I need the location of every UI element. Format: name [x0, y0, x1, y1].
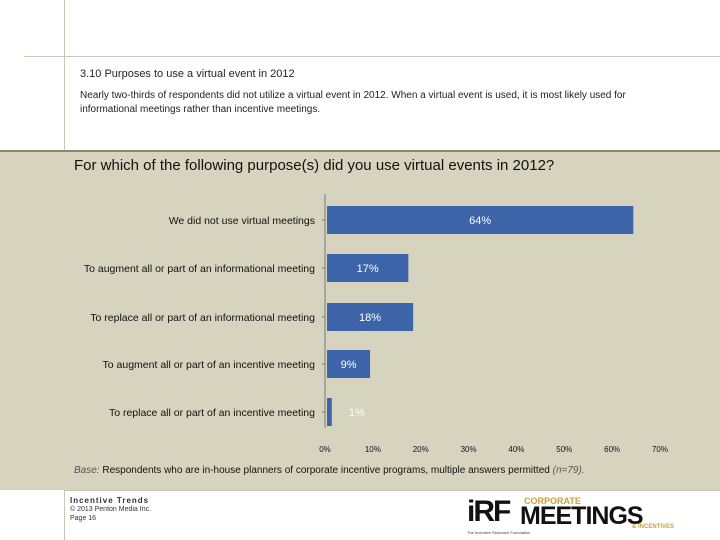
bar-1	[327, 206, 634, 234]
data-label-1: 64%	[469, 215, 491, 227]
category-label-3: To replace all or part of an information…	[90, 312, 315, 324]
bar-5	[327, 398, 332, 426]
x-tick-label-60: 60%	[604, 445, 620, 454]
section-title: 3.10 Purposes to use a virtual event in …	[80, 68, 295, 80]
x-tick-label-50: 50%	[556, 445, 572, 454]
question-title: For which of the following purpose(s) di…	[74, 157, 555, 174]
category-label-4: To augment all or part of an incentive m…	[103, 359, 316, 371]
chart-panel-rule	[0, 150, 720, 152]
footer-copyright: © 2013 Penton Media Inc.	[70, 506, 152, 513]
category-label-5: To replace all or part of an incentive m…	[109, 407, 315, 419]
data-label-3: 18%	[359, 312, 381, 324]
base-label: Base:	[74, 465, 100, 476]
data-label-2: 17%	[357, 263, 379, 275]
summary-text: Nearly two-thirds of respondents did not…	[80, 90, 626, 115]
x-tick-label-40: 40%	[508, 445, 524, 454]
x-tick-label-0: 0%	[319, 445, 331, 454]
x-tick-label-10: 10%	[365, 445, 381, 454]
base-sample-size: (n=79).	[552, 465, 585, 476]
bar-3	[327, 303, 414, 331]
meetings-logo: MEETINGS	[520, 502, 644, 530]
base-note: Base: Respondents who are in-house plann…	[74, 465, 585, 476]
irf-logo-subtitle: The Incentive Research Foundation	[467, 530, 531, 535]
footer: Incentive Trends © 2013 Penton Media Inc…	[70, 496, 151, 523]
bar-2	[327, 254, 409, 282]
footer-page: Page 16	[70, 515, 97, 522]
decorative-top-rule	[24, 56, 720, 57]
meetings-logo-subtitle: & INCENTIVES	[632, 524, 675, 530]
x-tick-label-20: 20%	[413, 445, 429, 454]
category-label-2: To augment all or part of an information…	[84, 263, 315, 275]
category-label-1: We did not use virtual meetings	[169, 215, 315, 227]
base-text: Respondents who are in-house planners of…	[102, 465, 550, 476]
footer-rule	[64, 490, 720, 491]
bar-4	[327, 350, 371, 378]
x-tick-label-30: 30%	[461, 445, 477, 454]
footer-title: Incentive Trends	[70, 496, 150, 505]
data-label-4: 9%	[341, 359, 357, 371]
data-label-5: 1%	[349, 407, 365, 419]
meetings-logo-top: CORPORATE	[524, 496, 581, 506]
x-tick-label-70: 70%	[652, 445, 668, 454]
bar-chart: We did not use virtual meetings 64% To aug…	[84, 194, 668, 454]
irf-logo: iRF	[467, 495, 511, 528]
